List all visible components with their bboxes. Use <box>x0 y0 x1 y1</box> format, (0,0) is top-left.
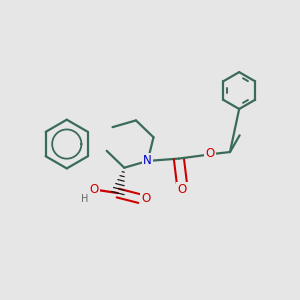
Text: O: O <box>90 183 99 196</box>
Text: O: O <box>141 192 151 205</box>
Text: H: H <box>81 194 88 204</box>
Text: N: N <box>143 154 152 167</box>
Text: O: O <box>177 183 187 196</box>
Text: O: O <box>205 147 214 160</box>
